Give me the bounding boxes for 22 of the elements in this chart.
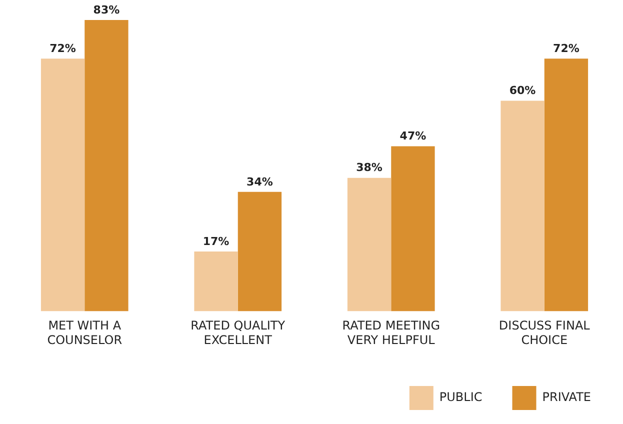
data-label: 47%	[400, 130, 426, 143]
bar	[544, 58, 588, 312]
data-label: 17%	[202, 234, 230, 248]
bar	[238, 192, 282, 312]
data-label: 83%	[93, 3, 120, 16]
x-tick-label: RATED QUALITY EXCELLENT	[190, 318, 286, 347]
data-label: 60%	[509, 84, 536, 98]
data-label: 72%	[553, 42, 580, 55]
x-tick-label: RATED MEETING VERY HELPFUL	[342, 318, 440, 347]
bar	[500, 100, 544, 312]
legend-label: PUBLIC	[439, 390, 482, 404]
bar	[347, 178, 392, 312]
bar	[194, 252, 238, 312]
legend-label: PRIVATE	[542, 390, 592, 404]
data-label: 72%	[50, 42, 76, 55]
x-tick-label: DISCUSS FINAL CHOICE	[498, 318, 590, 347]
bar	[40, 58, 85, 312]
bar	[84, 20, 128, 312]
bar	[391, 146, 435, 312]
data-label: 38%	[356, 161, 382, 174]
data-label: 34%	[246, 175, 273, 188]
x-tick-label: MET WITH A COUNSELOR	[47, 318, 122, 347]
